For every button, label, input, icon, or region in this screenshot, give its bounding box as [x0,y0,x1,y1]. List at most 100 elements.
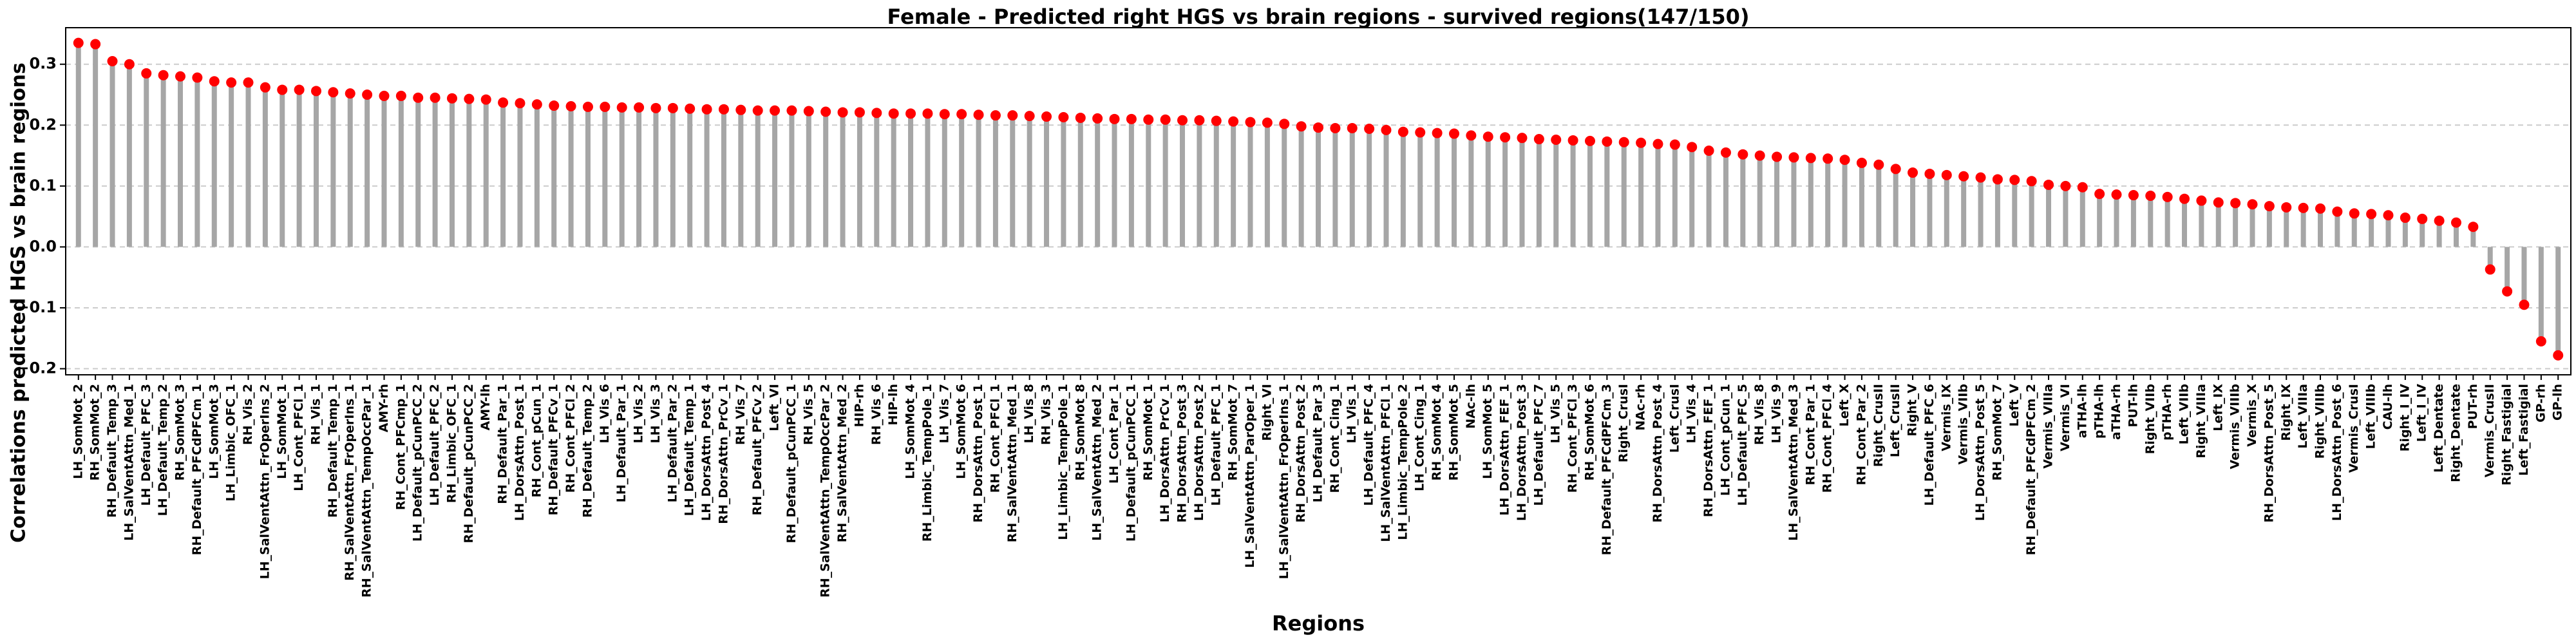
x-tick-label: LH_SalVentAttn_PFCl_1 [1379,384,1393,542]
x-tick-label: RH_Default_PFCdPFCm_3 [1600,384,1614,555]
marker [2468,222,2479,232]
marker [1177,115,1188,126]
chart-title: Female - Predicted right HGS vs brain re… [887,5,1749,29]
marker [2450,217,2461,228]
x-tick-label: Right_VI [1260,384,1274,441]
x-tick-label: GP-lh [2551,384,2565,421]
marker [2281,202,2292,213]
marker [1466,130,1477,141]
marker [718,104,729,115]
x-tick-label: Right_V [1906,384,1920,437]
x-tick-label: RH_SomMot_7 [1226,384,1240,480]
marker [1126,113,1137,124]
x-tick-label: LH_Default_PFC_7 [1531,384,1546,506]
marker [1669,139,1680,150]
marker [650,102,661,113]
marker [2485,264,2496,275]
x-tick-label: Vermis_VIIIb [2228,384,2242,469]
x-tick-label: RH_SomMot_2 [88,384,102,480]
x-tick-label: RH_Cont_PFCmp_1 [393,384,408,510]
marker [1754,150,1765,161]
marker [1653,138,1663,149]
x-tick-label: RH_Vis_3 [1039,384,1054,445]
marker [1856,157,1867,168]
x-tick-label: LH_SalVentAttn_Med_1 [122,384,136,541]
marker [1482,131,1493,142]
x-tick-label: aTHA-rh [2109,384,2123,440]
marker [1584,135,1595,146]
x-tick-label: Left_VIIIa [2296,384,2310,449]
x-tick-label: Vermis_CrusI [2347,384,2361,473]
x-tick-label: LH_DorsAttn_Post_4 [699,384,714,521]
x-tick-label: Vermis_VIIb [1956,384,1971,465]
marker [2502,286,2513,297]
x-tick-label: LH_Limbic_OFC_1 [224,384,238,502]
marker [1788,152,1799,163]
marker [2535,336,2546,346]
marker [1805,153,1816,164]
x-tick-label: RH_SalVentAttn_FrOperIns_1 [343,384,357,581]
marker [158,70,169,80]
y-tick-label: −0.2 [16,359,57,377]
x-tick-label: PUT-lh [2126,384,2140,427]
marker [1517,133,1528,144]
marker [1279,118,1290,129]
marker [124,59,135,70]
marker [1720,147,1731,158]
x-tick-label: PUT-rh [2466,384,2480,429]
x-tick-label: LH_DorsAttn_Post_3 [1515,384,1529,521]
marker [871,108,882,118]
x-tick-label: RH_SomMot_1 [1141,384,1155,480]
x-tick-label: LH_DorsAttn_FEF_1 [1498,384,1512,516]
x-tick-label: RH_SalVentAttn_Med_1 [1005,384,1019,542]
marker [837,107,848,118]
marker [701,104,712,115]
marker [362,90,373,100]
x-tick-label: RH_SalVentAttn_TempOccPar_2 [819,384,833,598]
marker [2094,189,2105,200]
y-tick-label: 0.2 [29,115,57,133]
x-tick-label: RH_Cont_Par_1 [1803,384,1817,485]
marker [2213,197,2224,208]
marker [2196,195,2207,206]
x-tick-label: LH_Vis_6 [598,384,612,443]
marker [786,105,797,116]
marker [2077,182,2088,193]
marker [905,108,916,119]
marker [1687,142,1698,153]
marker [515,98,526,109]
x-tick-label: LH_Default_Temp_1 [683,384,697,516]
marker [260,82,270,93]
x-tick-label: NAc-lh [1464,384,1478,429]
marker [1703,146,1714,156]
x-tick-label: LH_SomMot_6 [954,384,969,479]
x-tick-label: Right_CrusI [1616,384,1631,462]
x-tick-label: LH_SomMot_1 [275,384,289,479]
marker [480,94,491,105]
x-tick-label: LH_Default_PFC_6 [1922,384,1937,506]
marker [395,90,406,101]
marker [634,102,645,113]
x-tick-label: RH_Vis_8 [1752,384,1766,445]
marker [1533,134,1544,145]
marker [73,37,84,48]
x-tick-label: RH_Cont_PFCl_4 [1821,384,1835,493]
x-tick-label: RH_SomMot_8 [1073,384,1087,480]
x-tick-label: Right_I_IV [2398,384,2412,451]
marker [243,77,254,88]
marker [2553,350,2564,361]
x-tick-label: RH_Default_PFCv_2 [750,384,764,515]
marker [379,90,390,101]
x-tick-label: Left_VIIIb [2364,384,2378,449]
x-tick-label: RH_SalVentAttn_Med_2 [835,384,849,542]
marker [1618,137,1629,147]
x-tick-label: LH_Cont_pCun_1 [1718,384,1732,496]
x-tick-label: Right_IX [2279,384,2293,441]
marker [582,101,593,112]
marker [141,68,152,79]
marker [1448,128,1459,139]
marker [1924,168,1935,179]
x-tick-label: CAU-lh [2381,384,2395,430]
x-tick-label: pTHA-lh [2092,384,2107,439]
x-tick-label: RH_Cont_PFCl_3 [1566,384,1580,493]
